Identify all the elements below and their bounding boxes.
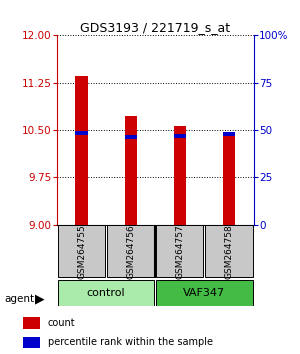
Text: GSM264757: GSM264757 (175, 224, 184, 279)
Bar (75, 76, 88, 225)
Bar (223, 132, 235, 225)
Bar (124, 135, 137, 139)
Bar (23, 337, 40, 348)
Text: ▶: ▶ (34, 292, 44, 305)
Bar (223, 132, 235, 136)
Text: GSM264756: GSM264756 (126, 224, 135, 279)
Bar (75, 131, 88, 135)
Bar (23, 317, 40, 329)
Text: GSM264758: GSM264758 (224, 224, 233, 279)
Text: percentile rank within the sample: percentile rank within the sample (48, 337, 213, 348)
Bar (124, 116, 137, 225)
Text: control: control (87, 288, 125, 298)
Text: count: count (48, 318, 76, 328)
FancyBboxPatch shape (58, 225, 105, 278)
Bar (174, 134, 186, 138)
FancyBboxPatch shape (156, 280, 253, 306)
Title: GDS3193 / 221719_s_at: GDS3193 / 221719_s_at (80, 21, 230, 34)
Bar (174, 126, 186, 225)
FancyBboxPatch shape (58, 280, 154, 306)
Text: GSM264755: GSM264755 (77, 224, 86, 279)
FancyBboxPatch shape (206, 225, 253, 278)
Text: agent: agent (4, 294, 34, 304)
FancyBboxPatch shape (107, 225, 154, 278)
Text: VAF347: VAF347 (183, 288, 225, 298)
FancyBboxPatch shape (156, 225, 203, 278)
